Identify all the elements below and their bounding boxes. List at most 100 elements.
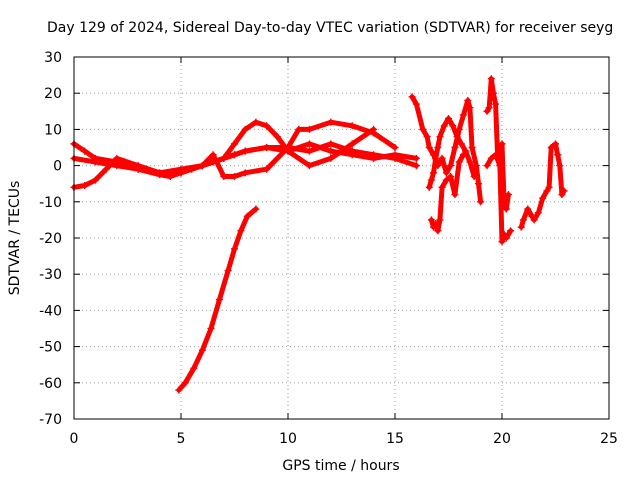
data-point [459, 111, 467, 119]
data-point [442, 169, 450, 177]
data-point [419, 125, 427, 133]
data-point [500, 198, 508, 206]
data-point [524, 205, 532, 213]
data-point [453, 133, 461, 141]
data-point [209, 151, 217, 159]
x-tick-label: 10 [279, 431, 297, 447]
data-point [432, 154, 440, 162]
x-tick-label: 25 [600, 431, 618, 447]
data-point [113, 162, 121, 170]
data-point [447, 172, 455, 180]
series-trace [409, 94, 484, 205]
data-point [408, 93, 416, 101]
data-point [534, 209, 542, 217]
series-track-d [198, 140, 420, 170]
data-point [102, 165, 110, 173]
series-cluster-16-19 [425, 115, 478, 191]
data-point [556, 162, 564, 170]
data-point [474, 180, 482, 188]
data-point [327, 118, 335, 126]
data-point [91, 158, 99, 166]
y-tick-label: 0 [53, 159, 62, 175]
data-point [430, 223, 438, 231]
data-point [231, 151, 238, 159]
data-point [220, 154, 228, 162]
data-point [432, 220, 440, 228]
data-point [284, 144, 292, 151]
data-point [273, 133, 281, 141]
data-point [425, 183, 433, 191]
data-point [502, 205, 510, 213]
data-point [412, 100, 420, 108]
data-point [295, 125, 303, 133]
data-point [305, 147, 313, 155]
data-point [498, 238, 506, 246]
data-series [70, 75, 568, 394]
data-point [440, 122, 448, 130]
y-tick-label: 10 [44, 122, 62, 138]
data-point [455, 158, 463, 166]
x-tick-label: 5 [177, 431, 186, 447]
x-axis-label: GPS time / hours [282, 458, 399, 474]
data-point [530, 216, 538, 224]
data-point [547, 144, 555, 151]
data-point [438, 183, 446, 191]
y-tick-label: -30 [39, 267, 62, 283]
data-point [224, 267, 232, 275]
data-point [231, 245, 238, 253]
data-point [545, 183, 553, 191]
data-point [552, 140, 559, 148]
data-point [348, 122, 356, 130]
data-point [430, 169, 438, 177]
y-tick-label: 30 [44, 50, 62, 66]
data-point [449, 122, 457, 130]
data-point [528, 212, 536, 220]
data-point [459, 151, 467, 159]
axis-ticks: 0 5 10 15 20 25 30 20 10 0 -10 -20 -30 -40 -50 -60 -70 [39, 50, 618, 447]
data-point [483, 107, 491, 115]
data-point [470, 172, 478, 180]
data-point [263, 122, 271, 130]
data-point [263, 165, 271, 173]
series-scatter-19-20b [483, 140, 512, 213]
data-point [423, 133, 431, 141]
data-point [507, 227, 515, 235]
y-tick-label: -60 [39, 376, 62, 392]
x-tick-label: 15 [386, 431, 404, 447]
data-point [412, 154, 420, 162]
data-point [412, 162, 420, 170]
data-point [504, 191, 512, 199]
x-tick-label: 0 [70, 431, 79, 447]
data-point [207, 325, 215, 332]
y-tick-label: 20 [44, 86, 62, 102]
data-point [305, 125, 313, 133]
chart-title: Day 129 of 2024, Sidereal Day-to-day VTE… [47, 20, 613, 36]
y-tick-label: -70 [39, 412, 62, 428]
data-point [489, 89, 497, 97]
data-point [243, 212, 251, 220]
data-point [445, 115, 452, 123]
data-point [477, 198, 485, 206]
data-point [177, 169, 185, 177]
data-point [327, 140, 335, 148]
data-point [252, 205, 260, 213]
data-point [198, 346, 206, 354]
data-point [558, 191, 566, 199]
data-point [436, 133, 444, 141]
data-point [560, 187, 568, 195]
series-cluster-15-17 [408, 93, 485, 206]
data-point [327, 154, 335, 162]
data-point [447, 162, 455, 170]
data-point [91, 176, 99, 184]
plot-frame [73, 56, 610, 420]
data-point [485, 104, 493, 112]
data-point [81, 147, 89, 155]
data-point [209, 158, 217, 166]
data-point [496, 162, 504, 170]
y-tick-label: -10 [39, 195, 62, 211]
data-point [554, 151, 562, 159]
y-axis-label: SDTVAR / TECUs [7, 181, 23, 296]
data-point [134, 165, 142, 173]
data-point [487, 75, 495, 83]
